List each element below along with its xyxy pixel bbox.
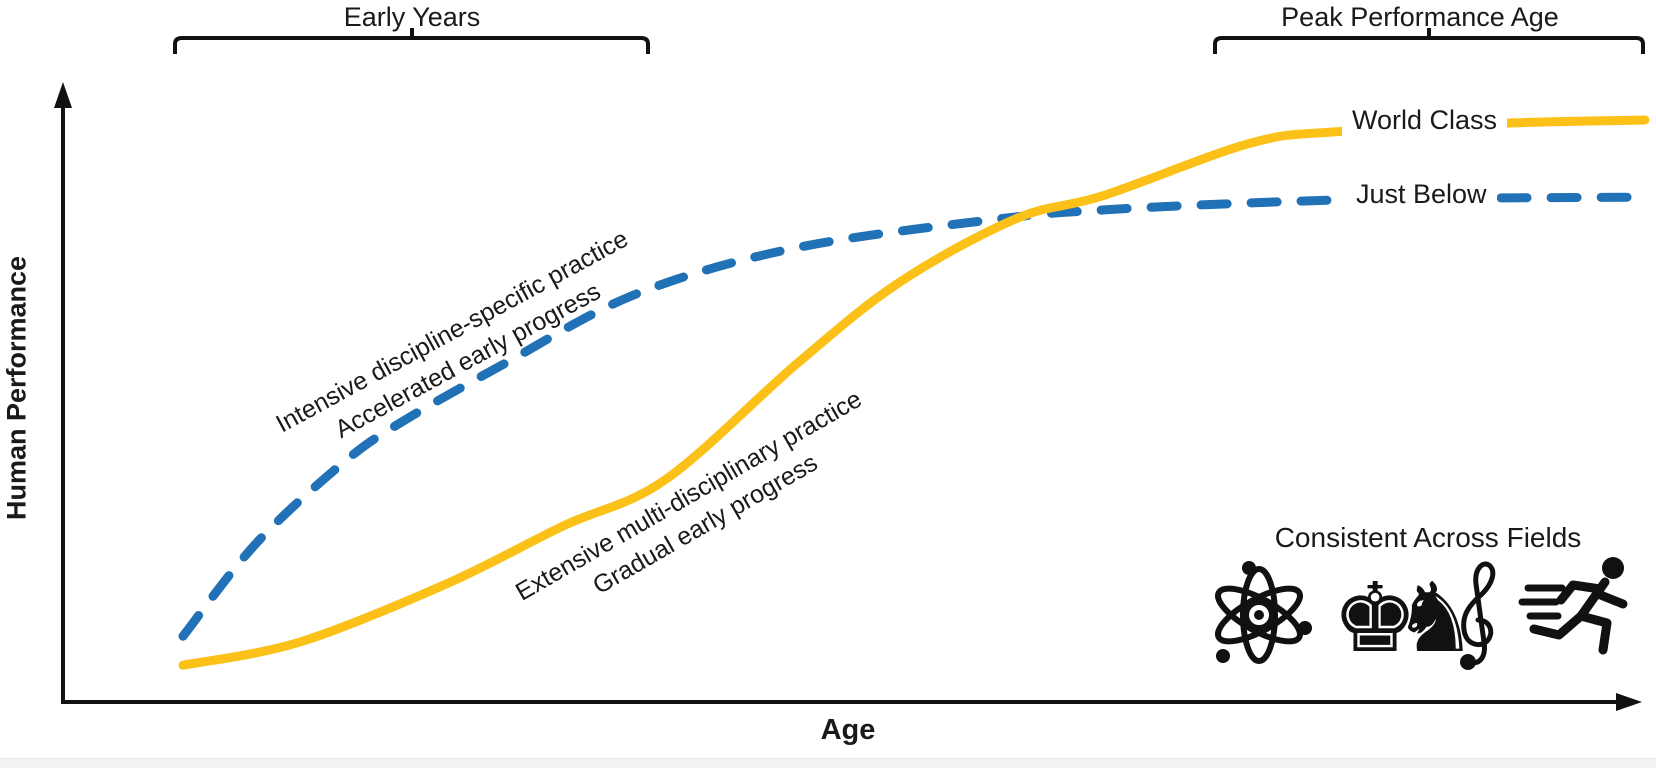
peak-age-bracket (1213, 28, 1645, 54)
bottom-window-edge-bar (0, 758, 1656, 768)
consistent-across-fields-label: Consistent Across Fields (1274, 522, 1582, 553)
early-years-bracket (173, 28, 650, 54)
y-axis-label: Human Performance (1, 255, 32, 521)
x-axis-arrow (1616, 693, 1642, 711)
just-below-curve (178, 192, 1650, 641)
chess-icon: ♚♞ (1332, 562, 1478, 674)
x-axis-label: Age (820, 714, 876, 746)
atom-icon (1215, 561, 1312, 664)
world-class-label: World Class (1342, 103, 1508, 137)
just-below-label: Just Below (1346, 177, 1497, 211)
peak-age-label: Peak Performance Age (1281, 2, 1559, 32)
y-axis-arrow (54, 82, 72, 108)
runner-icon (1518, 557, 1628, 655)
early-years-label: Early Years (343, 2, 481, 32)
treble-clef-icon (1460, 561, 1496, 670)
